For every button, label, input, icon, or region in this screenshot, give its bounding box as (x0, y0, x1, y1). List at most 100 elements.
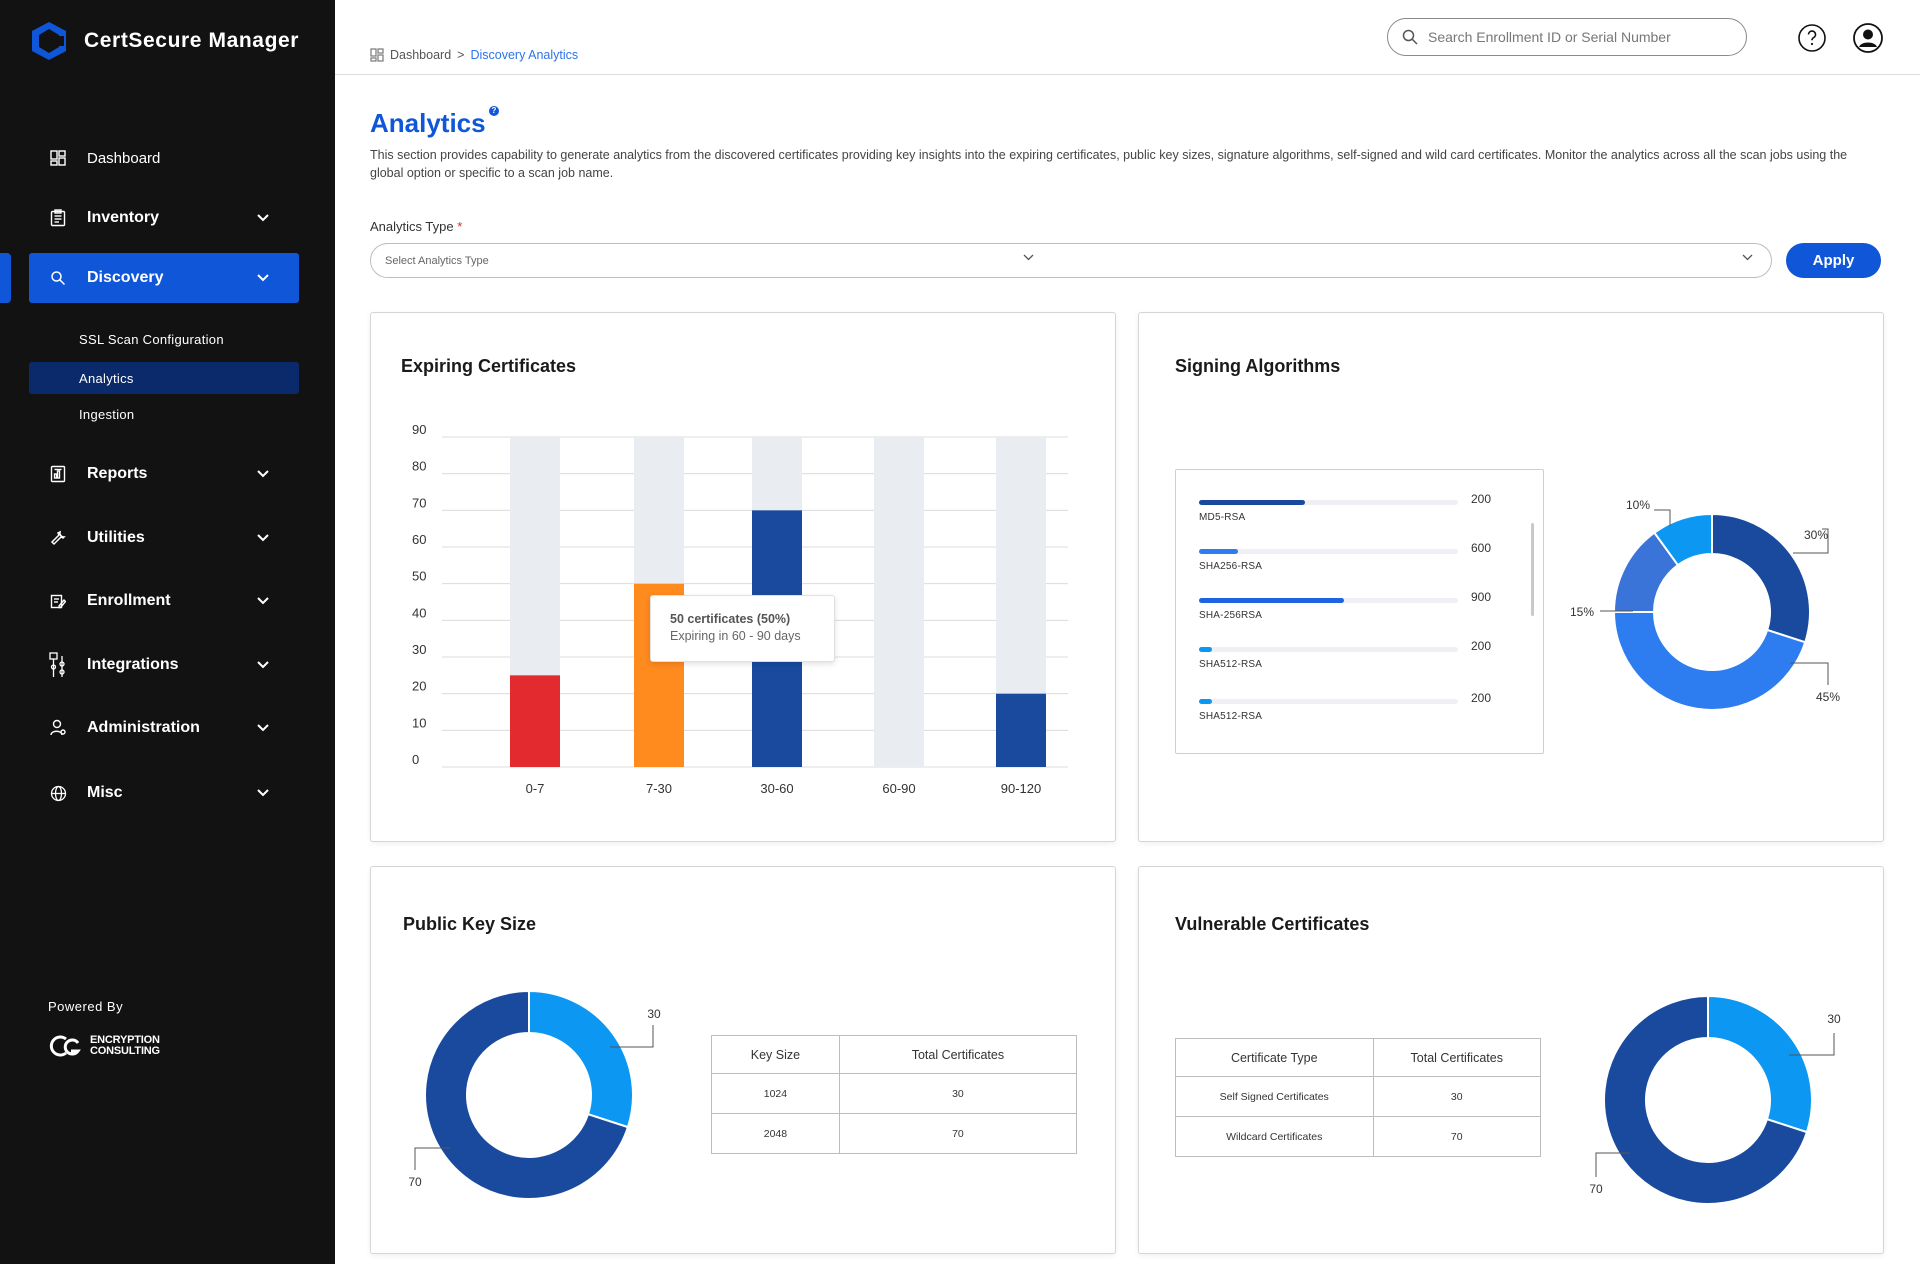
breadcrumb-root[interactable]: Dashboard (390, 48, 452, 62)
leader-line (610, 1025, 654, 1048)
donut-label: 15% (1570, 605, 1594, 619)
key-size-table: Key Size Total Certificates 1024 30 2048… (711, 1035, 1078, 1154)
leader-line (1793, 528, 1829, 554)
algo-bar-2 (1199, 598, 1345, 603)
table-header: Certificate Type (1175, 1038, 1374, 1077)
donut-label: 70 (1589, 1182, 1603, 1196)
y-tick-label: 70 (412, 495, 426, 510)
help-icon[interactable] (1797, 23, 1827, 53)
sidebar-subitem-ingestion[interactable]: Ingestion (29, 398, 299, 430)
chevron-down-icon (251, 661, 275, 669)
table-cell: 70 (1372, 1116, 1541, 1157)
y-tick-label: 10 (412, 715, 426, 730)
y-tick-label: 60 (412, 532, 426, 547)
breadcrumb: Dashboard > Discovery Analytics (370, 48, 578, 62)
sidebar-item-inventory[interactable]: Inventory (29, 194, 299, 242)
leader-line (1654, 509, 1671, 526)
search-icon (1402, 29, 1418, 45)
chevron-down-icon (251, 724, 275, 732)
chart-tooltip: 50 certificates (50%) Expiring in 60 - 9… (650, 595, 835, 662)
analytics-type-select[interactable]: Select Analytics Type (370, 243, 1772, 278)
sidebar-subitem-analytics[interactable]: Analytics (29, 362, 299, 394)
algo-name: SHA256-RSA (1199, 561, 1263, 572)
table-row: Wildcard Certificates 70 (1175, 1116, 1541, 1157)
sidebar-item-label: Administration (87, 719, 200, 736)
algo-name: SHA512-RSA (1199, 711, 1263, 722)
breadcrumb-separator: > (457, 48, 465, 62)
signing-algorithms-list: MD5-RSA 200 SHA256-RSA 600 SHA-256RSA 90… (1175, 469, 1544, 754)
powered-by-label: Powered By (48, 999, 124, 1014)
report-icon (45, 461, 71, 487)
brand[interactable]: CertSecure Manager (28, 20, 299, 62)
donut-slice-30[interactable] (1707, 994, 1813, 1134)
chevron-down-icon (251, 597, 275, 605)
tooltip-line2: Expiring in 60 - 90 days (670, 629, 801, 643)
active-nav-marker (0, 253, 11, 303)
table-header: Total Certificates (838, 1035, 1078, 1074)
user-avatar-icon[interactable] (1852, 22, 1884, 54)
algo-track (1199, 699, 1458, 704)
table-row: 2048 70 (711, 1113, 1078, 1154)
y-tick-label: 50 (412, 569, 426, 584)
apply-button[interactable]: Apply (1786, 243, 1881, 278)
donut-slice-70[interactable] (1603, 994, 1809, 1205)
leader-line (1790, 662, 1829, 685)
chevron-down-icon (1742, 254, 1753, 261)
algo-track (1199, 500, 1458, 505)
expiring-certificates-card (370, 312, 1116, 842)
search-icon (45, 265, 71, 291)
sidebar-item-enrollment[interactable]: Enrollment (29, 577, 299, 625)
sidebar-item-reports[interactable]: Reports (29, 450, 299, 498)
algo-name: SHA512-RSA (1199, 659, 1263, 670)
donut-slice-30%[interactable] (1711, 512, 1811, 644)
algo-value: 200 (1471, 492, 1492, 506)
leader-line (1789, 1033, 1835, 1056)
search-input[interactable] (1428, 29, 1728, 45)
expiring-certificates-title: Expiring Certificates (401, 356, 577, 376)
vulnerable-certificates-donut: 30 70 (1589, 994, 1841, 1205)
donut-slice-45%[interactable] (1612, 611, 1807, 711)
sidebar-item-misc[interactable]: Misc (29, 769, 299, 817)
donut-label: 45% (1816, 690, 1840, 704)
bar-90-120[interactable] (996, 693, 1046, 767)
sidebar-subitem-ssl-scan-configuration[interactable]: SSL Scan Configuration (29, 323, 299, 355)
sidebar-item-label: Dashboard (87, 149, 161, 167)
sidebar-item-dashboard[interactable]: Dashboard (29, 134, 299, 182)
donut-slice-30[interactable] (528, 989, 634, 1129)
sidebar-item-label: Enrollment (87, 592, 171, 609)
table-row: Self Signed Certificates 30 (1175, 1076, 1541, 1117)
x-tick-label: 0-7 (526, 781, 545, 796)
sidebar-item-label: Integrations (87, 656, 179, 673)
table-header: Total Certificates (1372, 1038, 1541, 1077)
sidebar-item-discovery[interactable]: Discovery (29, 253, 299, 303)
table-cell: Self Signed Certificates (1175, 1076, 1374, 1117)
select-placeholder: Select Analytics Type (385, 254, 489, 267)
public-key-size-title: Public Key Size (403, 914, 537, 934)
x-tick-label: 90-120 (1001, 781, 1041, 796)
public-key-size-donut: 30 70 (408, 989, 661, 1200)
donut-slice-70[interactable] (424, 989, 630, 1200)
y-tick-label: 30 (412, 642, 426, 657)
bar-track (874, 437, 924, 767)
wrench-icon (45, 525, 71, 551)
table-header-row: Key Size Total Certificates (711, 1035, 1078, 1074)
sidebar-item-label: Discovery (87, 269, 164, 286)
donut-label: 30% (1804, 528, 1828, 542)
leader-line (1595, 1152, 1630, 1177)
analytics-type-label: Analytics Type * (370, 219, 462, 234)
y-tick-label: 0 (412, 752, 419, 767)
sidebar-item-label: Misc (87, 784, 123, 801)
sidebar-item-administration[interactable]: Administration (29, 704, 299, 752)
algo-bar-3 (1199, 647, 1212, 652)
list-scrollbar[interactable] (1531, 523, 1534, 616)
tooltip-line1: 50 certificates (50%) (670, 612, 791, 626)
integrations-icon (45, 652, 71, 678)
x-tick-label: 30-60 (760, 781, 793, 796)
sidebar-item-integrations[interactable]: Integrations (29, 641, 299, 689)
bar-0-7[interactable] (510, 675, 560, 767)
table-cell: Wildcard Certificates (1175, 1116, 1374, 1157)
search-box[interactable] (1387, 18, 1747, 56)
donut-label: 10% (1626, 498, 1650, 512)
info-icon[interactable]: ? (489, 106, 499, 116)
sidebar-item-utilities[interactable]: Utilities (29, 514, 299, 562)
